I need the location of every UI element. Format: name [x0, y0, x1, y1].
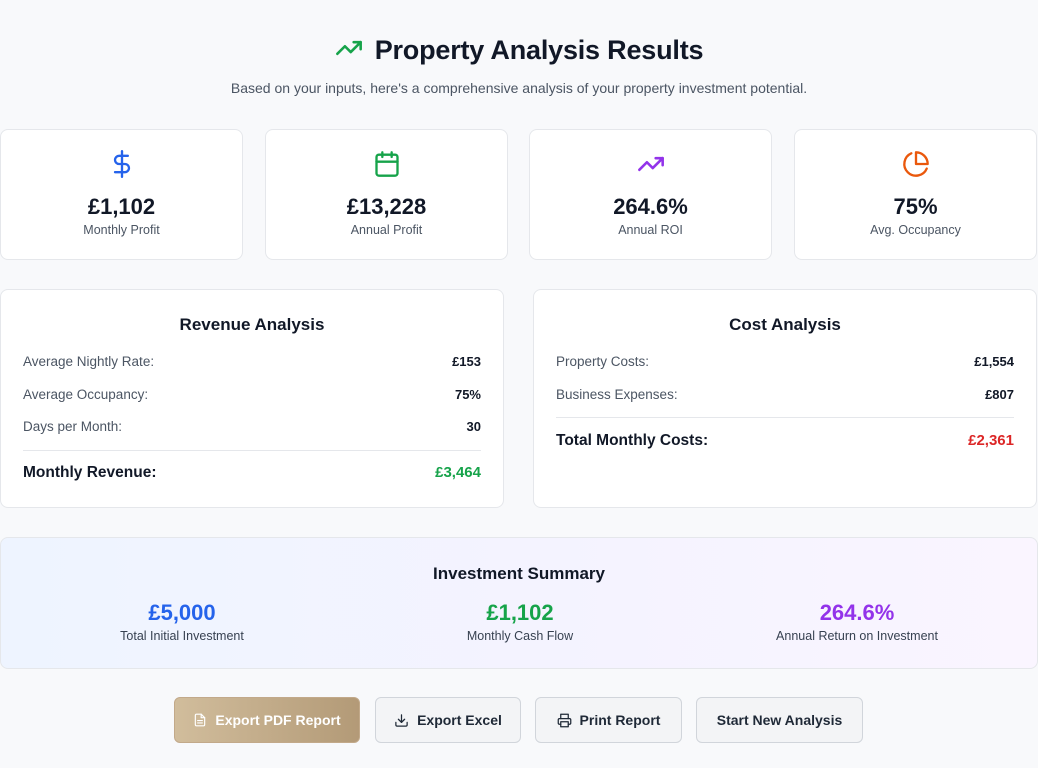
total-label: Monthly Revenue:: [23, 464, 157, 481]
revenue-analysis-title: Revenue Analysis: [179, 315, 325, 334]
row-value: 75%: [454, 387, 481, 402]
stat-card-monthly-profit: £1,102 Monthly Profit: [0, 129, 243, 260]
calendar-icon: [266, 150, 507, 182]
cost-analysis-panel: Cost Analysis Property Costs: £1,554 Bus…: [533, 289, 1037, 508]
cost-row-business: Business Expenses: £807: [556, 387, 1014, 402]
revenue-row-nightly-rate: Average Nightly Rate: £153: [23, 354, 481, 369]
export-pdf-button[interactable]: Export PDF Report: [174, 697, 360, 743]
summary-label: Total Initial Investment: [120, 629, 244, 643]
trending-up-icon: [335, 34, 363, 67]
cost-analysis-title: Cost Analysis: [729, 315, 841, 334]
export-excel-button[interactable]: Export Excel: [375, 697, 521, 743]
revenue-row-days: Days per Month: 30: [23, 419, 481, 434]
stat-label: Avg. Occupancy: [870, 223, 961, 237]
summary-annual-roi: 264.6% Annual Return on Investment: [684, 600, 1030, 643]
row-value: £1,554: [974, 354, 1014, 369]
row-label: Days per Month:: [23, 419, 123, 434]
total-costs-row: Total Monthly Costs: £2,361: [556, 432, 1014, 450]
total-value: £3,464: [435, 464, 481, 481]
summary-initial-investment: £5,000 Total Initial Investment: [9, 600, 355, 643]
cost-row-property: Property Costs: £1,554: [556, 354, 1014, 369]
monthly-revenue-row: Monthly Revenue: £3,464: [23, 464, 481, 482]
dollar-icon: [1, 150, 242, 182]
file-text-icon: [193, 713, 207, 727]
revenue-analysis-panel: Revenue Analysis Average Nightly Rate: £…: [0, 289, 504, 508]
divider: [23, 450, 481, 451]
export-pdf-label: Export PDF Report: [215, 712, 341, 728]
total-value: £2,361: [968, 432, 1014, 449]
total-label: Total Monthly Costs:: [556, 432, 709, 449]
print-report-button[interactable]: Print Report: [535, 697, 682, 743]
divider: [556, 417, 1014, 418]
summary-value: £5,000: [148, 600, 216, 625]
summary-label: Monthly Cash Flow: [466, 629, 574, 643]
investment-summary: Investment Summary £5,000 Total Initial …: [0, 537, 1038, 669]
stat-value: 75%: [893, 194, 938, 219]
row-label: Average Nightly Rate:: [23, 354, 155, 369]
revenue-row-occupancy: Average Occupancy: 75%: [23, 387, 481, 402]
stat-value: £1,102: [87, 194, 156, 219]
stat-card-avg-occupancy: 75% Avg. Occupancy: [794, 129, 1037, 260]
stat-value: 264.6%: [613, 194, 688, 219]
stat-card-annual-profit: £13,228 Annual Profit: [265, 129, 508, 260]
row-label: Business Expenses:: [556, 387, 678, 402]
start-new-analysis-label: Start New Analysis: [716, 712, 843, 728]
start-new-analysis-button[interactable]: Start New Analysis: [696, 697, 863, 743]
summary-cash-flow: £1,102 Monthly Cash Flow: [347, 600, 693, 643]
investment-summary-title: Investment Summary: [433, 564, 605, 583]
print-report-label: Print Report: [579, 712, 661, 728]
summary-label: Annual Return on Investment: [776, 629, 938, 643]
trending-up-icon: [530, 150, 771, 182]
stat-cards: £1,102 Monthly Profit £13,228 Annual Pro…: [0, 129, 1038, 260]
stat-label: Annual ROI: [618, 223, 683, 237]
printer-icon: [557, 713, 572, 728]
stat-label: Annual Profit: [350, 223, 423, 237]
row-value: 30: [466, 419, 481, 434]
export-excel-label: Export Excel: [417, 712, 502, 728]
row-label: Average Occupancy:: [23, 387, 149, 402]
row-label: Property Costs:: [556, 354, 650, 369]
stat-value: £13,228: [346, 194, 427, 219]
stat-label: Monthly Profit: [83, 223, 160, 237]
page-title: Property Analysis Results: [374, 34, 704, 65]
stat-card-annual-roi: 264.6% Annual ROI: [529, 129, 772, 260]
summary-value: 264.6%: [819, 600, 895, 625]
download-icon: [394, 713, 409, 728]
row-value: £153: [452, 354, 481, 369]
pie-chart-icon: [795, 150, 1036, 182]
title-row: Property Analysis Results: [0, 30, 1038, 70]
summary-value: £1,102: [486, 600, 554, 625]
page-subtitle: Based on your inputs, here's a comprehen…: [230, 80, 808, 96]
results-header: Property Analysis Results Based on your …: [0, 30, 1038, 97]
row-value: £807: [985, 387, 1014, 402]
